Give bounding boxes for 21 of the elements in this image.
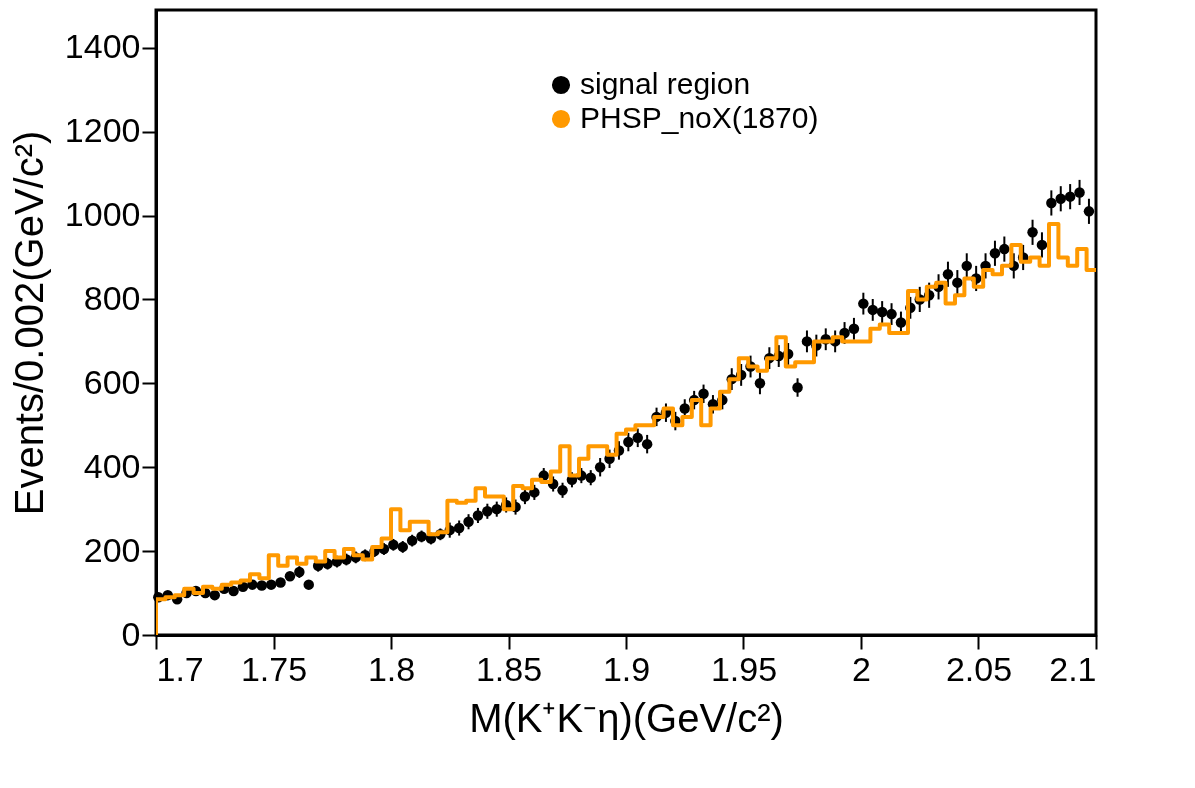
- y-tick-label: 1000: [64, 195, 141, 234]
- x-tick-label: 2.1: [1049, 649, 1097, 688]
- y-tick-label: 600: [83, 362, 141, 401]
- x-tick-label: 2.05: [945, 649, 1013, 688]
- y-tick-label: 0: [121, 614, 141, 653]
- y-tick-label: 200: [83, 530, 141, 569]
- y-tick-label: 400: [83, 446, 141, 485]
- x-tick-label: 2: [852, 649, 871, 688]
- x-tick-label: 1.75: [240, 649, 308, 688]
- x-tick-label: 1.7: [156, 649, 204, 688]
- x-tick-label: 1.85: [475, 649, 543, 688]
- x-tick-label: 1.9: [602, 649, 651, 688]
- y-tick-label: 1200: [64, 111, 141, 150]
- y-tick-label: 1400: [64, 27, 141, 66]
- legend-label: PHSP_noX(1870): [580, 101, 819, 134]
- x-tick-label: 1.8: [367, 649, 416, 688]
- y-axis-title: Events/0.002(GeV/c²): [6, 130, 51, 516]
- x-tick-label: 1.95: [710, 649, 778, 688]
- y-tick-label: 800: [83, 278, 141, 317]
- legend-label: signal region: [580, 67, 751, 100]
- x-axis-title: M(K⁺K⁻η)(GeV/c²): [469, 695, 784, 740]
